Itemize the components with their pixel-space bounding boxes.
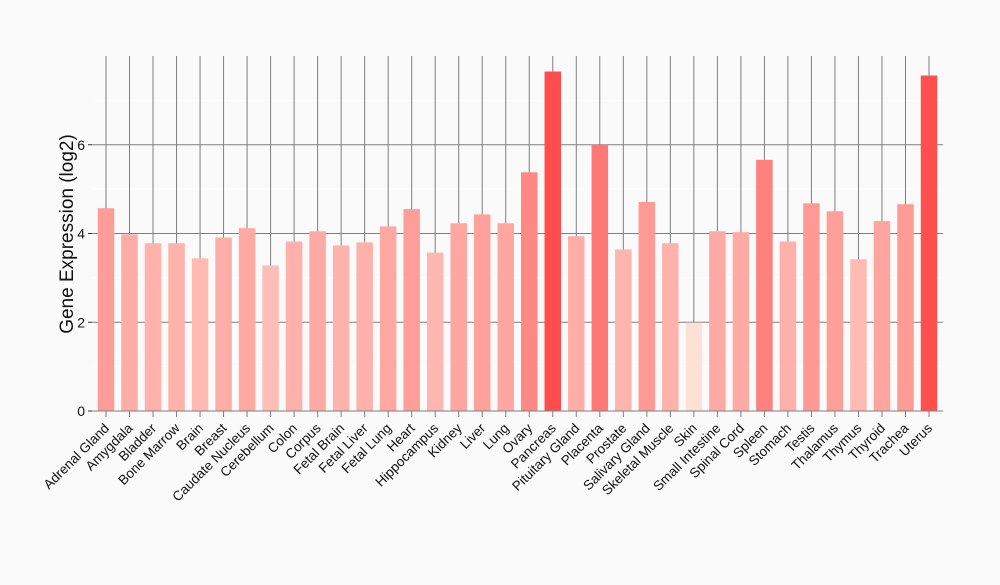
- bar-placenta: [591, 144, 609, 411]
- bar-kidney: [450, 223, 467, 411]
- y-tick-label: 4: [77, 226, 85, 242]
- bar-salivary-gland: [638, 201, 656, 411]
- bar-bladder: [144, 243, 162, 411]
- bar-spleen: [756, 159, 773, 411]
- bar-liver: [473, 214, 491, 411]
- bar-brain: [191, 258, 209, 411]
- bars: [97, 71, 938, 412]
- bar-fetal-liver: [356, 242, 373, 411]
- bar-corpus: [309, 231, 326, 411]
- bar-pituitary-gland: [568, 236, 585, 411]
- bar-amygdala: [121, 234, 138, 411]
- bar-thymus: [850, 259, 867, 411]
- bar-bone-marrow: [168, 243, 185, 411]
- bar-hippocampus: [426, 252, 444, 411]
- bar-spinal-cord: [732, 232, 750, 411]
- bar-fetal-brain: [332, 245, 350, 411]
- bar-trachea: [897, 204, 914, 411]
- bar-cerebellum: [262, 265, 279, 411]
- bar-small-intestine: [709, 231, 726, 411]
- bar-prostate: [615, 249, 632, 411]
- bar-testis: [803, 203, 820, 411]
- bar-adrenal-gland: [97, 208, 115, 411]
- bar-skin: [685, 322, 703, 411]
- y-tick-label: 2: [77, 314, 85, 330]
- bar-fetal-lung: [379, 226, 397, 411]
- bar-thyroid: [873, 221, 891, 411]
- bar-ovary: [521, 172, 538, 411]
- y-axis-label: Gene Expression (log2): [57, 134, 78, 334]
- bar-pancreas: [544, 71, 562, 411]
- bar-caudate-nucleus: [238, 228, 256, 411]
- y-tick-label: 0: [77, 403, 85, 419]
- bar-heart: [403, 209, 420, 411]
- bar-breast: [215, 237, 232, 411]
- bar-thalamus: [826, 211, 844, 411]
- bar-skeletal-muscle: [662, 243, 679, 411]
- bar-lung: [497, 223, 514, 411]
- bar-uterus: [920, 75, 938, 412]
- bar-stomach: [779, 241, 797, 411]
- bar-colon: [285, 241, 303, 411]
- y-tick-label: 6: [77, 137, 85, 153]
